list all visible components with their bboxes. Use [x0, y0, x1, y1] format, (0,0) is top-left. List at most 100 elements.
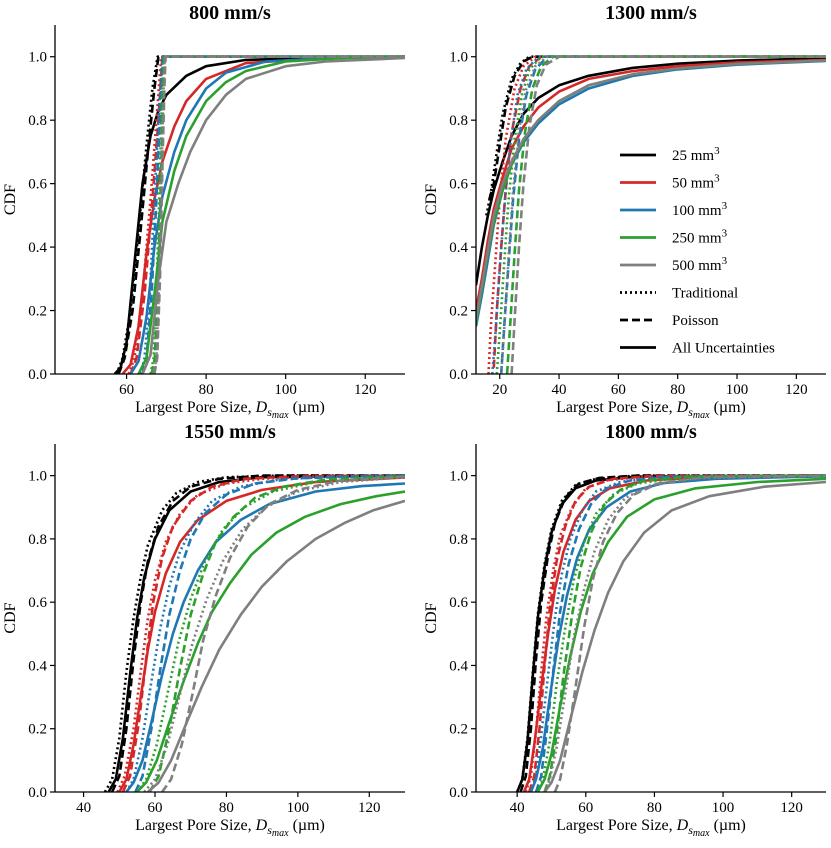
x-tick-label: 120 [785, 382, 808, 398]
series-line-50-mm3-poisson [527, 474, 826, 792]
legend-label: All Uncertainties [672, 341, 775, 357]
series-group [476, 55, 826, 374]
series-line-100-mm3-traditional [491, 55, 826, 374]
y-axis-label: CDF [2, 184, 19, 215]
series-line-500-mm3-poisson [161, 475, 405, 792]
series-line-500-mm3-traditional [499, 55, 826, 374]
series-line-250-mm3-poisson [148, 475, 405, 792]
y-tick-label: 0.6 [28, 595, 47, 611]
x-tick-label: 60 [148, 800, 163, 816]
legend-label: 25 mm3 [672, 145, 720, 164]
y-axis-label: CDF [2, 602, 19, 633]
series-line-250-mm3-all-uncertainties [136, 490, 405, 792]
x-tick-label: 100 [274, 382, 297, 398]
series-line-500-mm3-traditional [143, 475, 405, 792]
y-tick-label: 0.0 [28, 367, 47, 383]
series-line-500-mm3-traditional [152, 55, 405, 374]
series-group [113, 55, 405, 374]
x-tick-label: 60 [119, 382, 134, 398]
series-line-25-mm3-traditional [485, 55, 826, 216]
x-tick-label: 100 [287, 800, 310, 816]
x-tick-label: 120 [354, 382, 377, 398]
series-line-500-mm3-poisson [153, 55, 405, 374]
series-line-500-mm3-all-uncertainties [147, 499, 405, 792]
series-line-250-mm3-all-uncertainties [536, 477, 826, 792]
x-tick-label: 80 [199, 382, 214, 398]
series-line-100-mm3-poisson [134, 474, 405, 792]
series-line-25-mm3-traditional [103, 474, 405, 792]
series-line-250-mm3-poisson [505, 55, 826, 374]
x-tick-label: 100 [726, 382, 749, 398]
x-tick-label: 20 [492, 382, 507, 398]
series-line-250-mm3-poisson [150, 55, 405, 374]
series-line-500-mm3-all-uncertainties [141, 56, 405, 374]
series-group [515, 474, 826, 792]
series-line-250-mm3-all-uncertainties [476, 59, 826, 324]
panel-4: 40 60 80 100 120 0.0 0.2 0.4 0.6 0.8 1.0 1800 mm/s C… [423, 421, 826, 839]
y-tick-label: 0.0 [449, 367, 468, 383]
series-line-250-mm3-traditional [536, 474, 826, 792]
y-tick-label: 0.2 [449, 722, 468, 738]
series-line-100-mm3-all-uncertainties [125, 482, 405, 792]
y-tick-label: 1.0 [449, 50, 468, 66]
series-line-25-mm3-all-uncertainties [515, 474, 826, 792]
series-line-250-mm3-traditional [495, 55, 826, 374]
series-line-50-mm3-poisson [129, 55, 405, 374]
x-tick-label: 40 [76, 800, 91, 816]
series-line-25-mm3-poisson [488, 55, 826, 200]
legend-label: Traditional [672, 286, 738, 302]
panel-2: 20 40 60 80 100 120 0.0 0.2 0.4 0.6 0.8 1.0 1300 mm/… [423, 2, 826, 421]
chart-title: 1550 mm/s [184, 421, 276, 443]
x-tick-label: 40 [510, 800, 525, 816]
y-tick-label: 0.8 [449, 113, 468, 129]
x-tick-label: 120 [780, 800, 803, 816]
y-tick-label: 0.6 [449, 595, 468, 611]
y-tick-label: 0.8 [28, 532, 47, 548]
legend-label: 250 mm3 [672, 228, 728, 247]
y-tick-label: 1.0 [28, 469, 47, 485]
series-line-50-mm3-poisson [121, 474, 405, 792]
x-tick-label: 80 [670, 382, 685, 398]
series-line-250-mm3-poisson [543, 474, 826, 792]
y-tick-label: 0.2 [449, 304, 468, 320]
series-line-50-mm3-all-uncertainties [118, 476, 405, 792]
series-line-100-mm3-poisson [499, 55, 826, 374]
legend-label: 50 mm3 [672, 173, 720, 192]
series-line-500-mm3-traditional [543, 474, 826, 792]
chart-title: 1300 mm/s [605, 2, 697, 24]
series-line-100-mm3-traditional [139, 55, 405, 374]
series-line-250-mm3-traditional [149, 55, 405, 374]
series-line-500-mm3-poisson [553, 474, 826, 792]
series-line-25-mm3-all-uncertainties [107, 474, 405, 792]
series-line-100-mm3-all-uncertainties [476, 59, 826, 327]
x-tick-label: 60 [578, 800, 593, 816]
series-line-100-mm3-poisson [141, 55, 405, 374]
y-tick-label: 0.4 [449, 658, 468, 674]
x-axis-label: Largest Pore Size, Dsmax (µm) [556, 817, 746, 839]
x-tick-label: 120 [358, 800, 381, 816]
y-tick-label: 0.0 [28, 785, 47, 801]
series-line-25-mm3-all-uncertainties [476, 57, 826, 286]
series-line-100-mm3-traditional [125, 474, 405, 792]
series-line-50-mm3-traditional [116, 474, 405, 792]
legend: 25 mm3 50 mm3 100 mm3 250 mm3 500 mm3 Traditi… [620, 145, 775, 357]
y-axis-label: CDF [423, 184, 440, 215]
y-tick-label: 0.6 [28, 177, 47, 193]
y-tick-label: 0.4 [28, 240, 47, 256]
series-line-50-mm3-all-uncertainties [476, 58, 826, 311]
series-line-50-mm3-traditional [127, 55, 405, 374]
y-axis-label: CDF [423, 602, 440, 633]
panel-1: 60 80 100 120 0.0 0.2 0.4 0.6 0.8 1.0 800 mm/s CDF L… [2, 2, 405, 421]
x-axis-label: Largest Pore Size, Dsmax (µm) [135, 399, 325, 421]
y-tick-label: 0.8 [28, 113, 47, 129]
series-line-50-mm3-traditional [487, 55, 826, 374]
series-line-100-mm3-poisson [534, 474, 826, 792]
panel-3: 40 60 80 100 120 0.0 0.2 0.4 0.6 0.8 1.0 1550 mm/s C… [2, 421, 405, 839]
legend-label: 100 mm3 [672, 200, 728, 219]
series-line-500-mm3-poisson [510, 55, 826, 374]
x-tick-label: 40 [552, 382, 567, 398]
series-line-50-mm3-all-uncertainties [522, 474, 826, 792]
series-line-250-mm3-traditional [136, 475, 405, 792]
